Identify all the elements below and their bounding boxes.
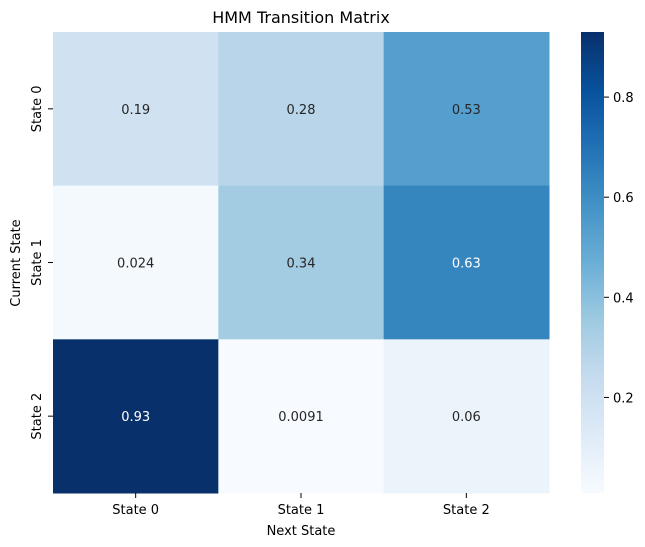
- heatmap-cell-r2-c0: [53, 339, 219, 494]
- cell-value-label: 0.63: [452, 257, 481, 272]
- x-tick-label: State 2: [443, 503, 490, 518]
- y-axis-label: Current State: [9, 219, 24, 306]
- y-tick-label: State 2: [30, 393, 45, 440]
- cell-value-label: 0.06: [452, 410, 481, 425]
- cell-value-label: 0.28: [287, 103, 316, 118]
- heatmap-cell-r1-c1: [218, 185, 385, 340]
- x-tick-label: State 1: [278, 503, 325, 518]
- y-tick-label: State 0: [30, 85, 45, 132]
- x-tick-label: State 0: [112, 503, 159, 518]
- colorbar-tick-label: 0.4: [613, 291, 634, 306]
- colorbar-tick-label: 0.2: [613, 391, 634, 406]
- colorbar-tick-label: 0.6: [613, 191, 634, 206]
- y-tick-label: State 1: [30, 239, 45, 286]
- colorbar: 0.2 0.4 0.6 0.8: [581, 32, 634, 493]
- chart-title: HMM Transition Matrix: [212, 8, 390, 27]
- cell-value-label: 0.0091: [278, 410, 324, 425]
- heatmap-cell-r1-c0: [53, 185, 219, 340]
- cell-value-label: 0.93: [121, 410, 150, 425]
- cell-value-label: 0.024: [117, 257, 154, 272]
- x-axis-label: Next State: [267, 524, 336, 539]
- x-axis: State 0 State 1 State 2: [112, 493, 490, 518]
- cell-value-label: 0.19: [121, 103, 150, 118]
- heatmap-cell-r1-c2: [383, 185, 550, 340]
- heatmap-cells: 0.19 0.28 0.53 0.024 0.34 0.63 0.93 0.0091 0.06: [53, 32, 550, 494]
- cell-value-label: 0.53: [452, 103, 481, 118]
- cell-value-label: 0.34: [287, 257, 316, 272]
- y-axis: State 0 State 1 State 2: [30, 85, 53, 440]
- heatmap-cell-r2-c1: [218, 339, 385, 494]
- heatmap-cell-r0-c1: [218, 32, 385, 187]
- heatmap-cell-r0-c0: [53, 32, 219, 187]
- heatmap-cell-r2-c2: [383, 339, 550, 494]
- heatmap-cell-r0-c2: [383, 32, 550, 187]
- colorbar-gradient: [581, 32, 604, 493]
- colorbar-tick-label: 0.8: [613, 91, 634, 106]
